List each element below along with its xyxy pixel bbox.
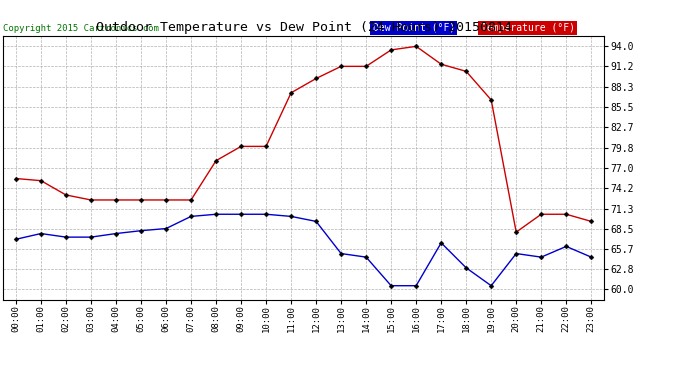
Text: Dew Point (°F): Dew Point (°F) [373,23,455,33]
Title: Outdoor Temperature vs Dew Point (24 Hours) 20150814: Outdoor Temperature vs Dew Point (24 Hou… [96,21,511,34]
Text: Temperature (°F): Temperature (°F) [481,23,575,33]
Text: Copyright 2015 Cartronics.com: Copyright 2015 Cartronics.com [3,24,159,33]
